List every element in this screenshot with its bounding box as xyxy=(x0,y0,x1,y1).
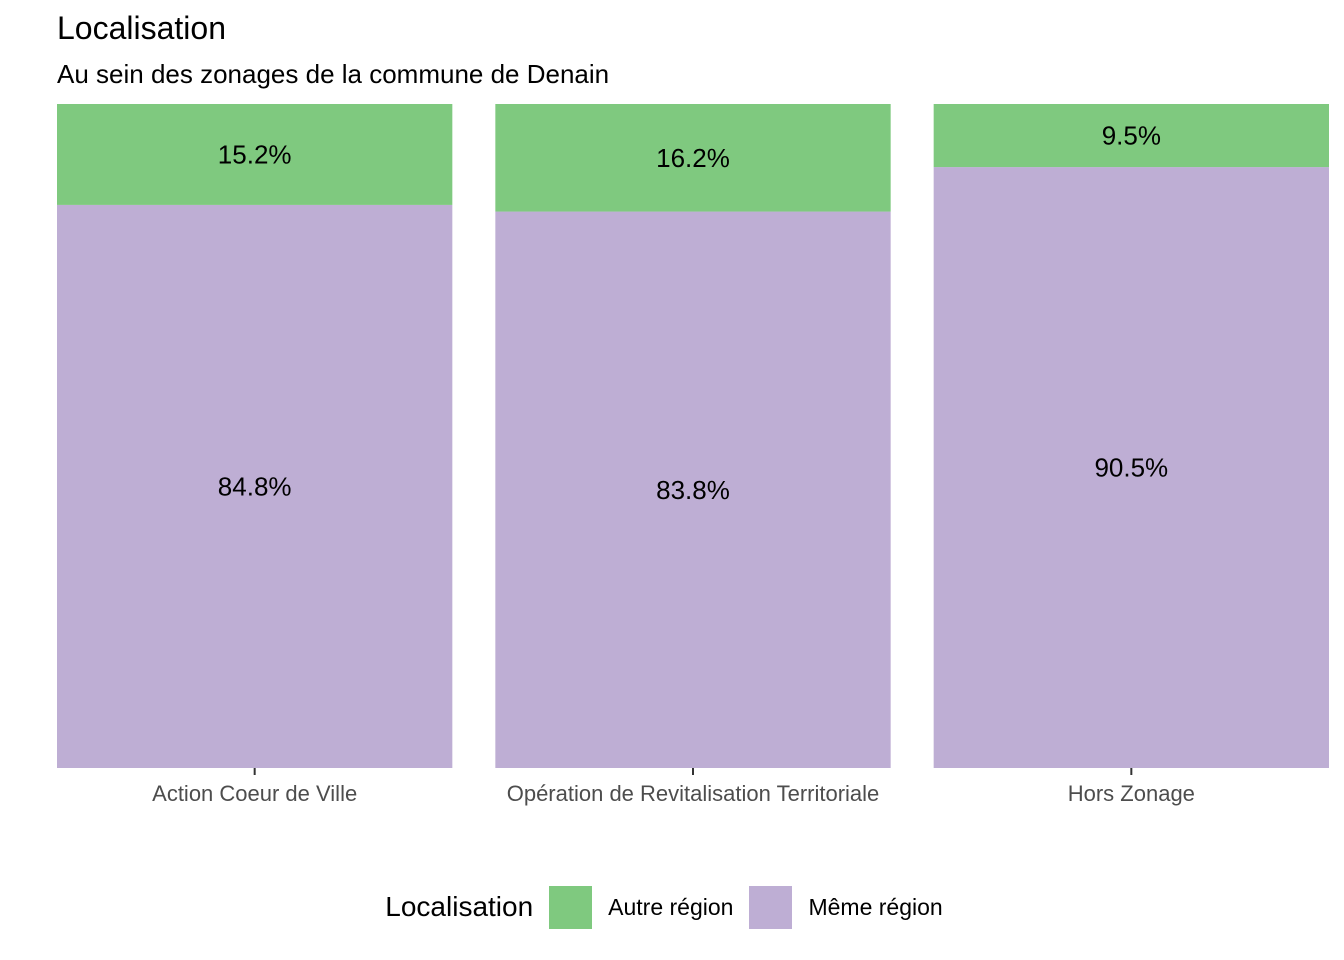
legend-swatch-autre-region xyxy=(549,885,593,929)
legend-item-meme-region: Même région xyxy=(749,885,943,929)
x-tick-label-operation-de-revitalisation-territoriale: Opération de Revitalisation Territoriale xyxy=(507,781,880,806)
bar-hors-zonage-autre-region xyxy=(933,104,1329,168)
data-label-action-coeur-de-ville-meme-region: 84.8% xyxy=(218,471,292,501)
bar-action-coeur-de-ville-autre-region xyxy=(57,104,453,205)
legend-label-meme-region: Même région xyxy=(808,893,943,920)
x-tick-label-action-coeur-de-ville: Action Coeur de Ville xyxy=(152,781,357,806)
bar-operation-de-revitalisation-territoriale-meme-region xyxy=(495,211,891,768)
stacked-bar-chart: 84.8% 15.2% Action Coeur de Ville 83.8% 16.2… xyxy=(57,104,1329,806)
chart-title: Localisation xyxy=(57,10,226,46)
data-label-hors-zonage-autre-region: 9.5% xyxy=(1102,121,1161,151)
data-label-hors-zonage-meme-region: 90.5% xyxy=(1094,453,1168,483)
bar-action-coeur-de-ville-meme-region xyxy=(57,204,453,769)
data-label-operation-de-revitalisation-territoriale-meme-region: 83.8% xyxy=(656,475,730,505)
data-label-action-coeur-de-ville-autre-region: 15.2% xyxy=(218,139,292,169)
x-tick-label-hors-zonage: Hors Zonage xyxy=(1068,781,1195,806)
legend: Localisation Autre région Même région xyxy=(0,884,1344,930)
legend-title: Localisation xyxy=(385,891,534,922)
legend-label-autre-region: Autre région xyxy=(608,893,734,920)
legend-swatch-meme-region xyxy=(749,885,793,929)
bar-operation-de-revitalisation-territoriale-autre-region xyxy=(495,104,891,212)
data-label-operation-de-revitalisation-territoriale-autre-region: 16.2% xyxy=(656,143,730,173)
bar-hors-zonage-meme-region xyxy=(933,167,1329,768)
chart-subtitle: Au sein des zonages de la commune de Den… xyxy=(57,59,610,89)
legend-item-autre-region: Autre région xyxy=(549,885,734,929)
